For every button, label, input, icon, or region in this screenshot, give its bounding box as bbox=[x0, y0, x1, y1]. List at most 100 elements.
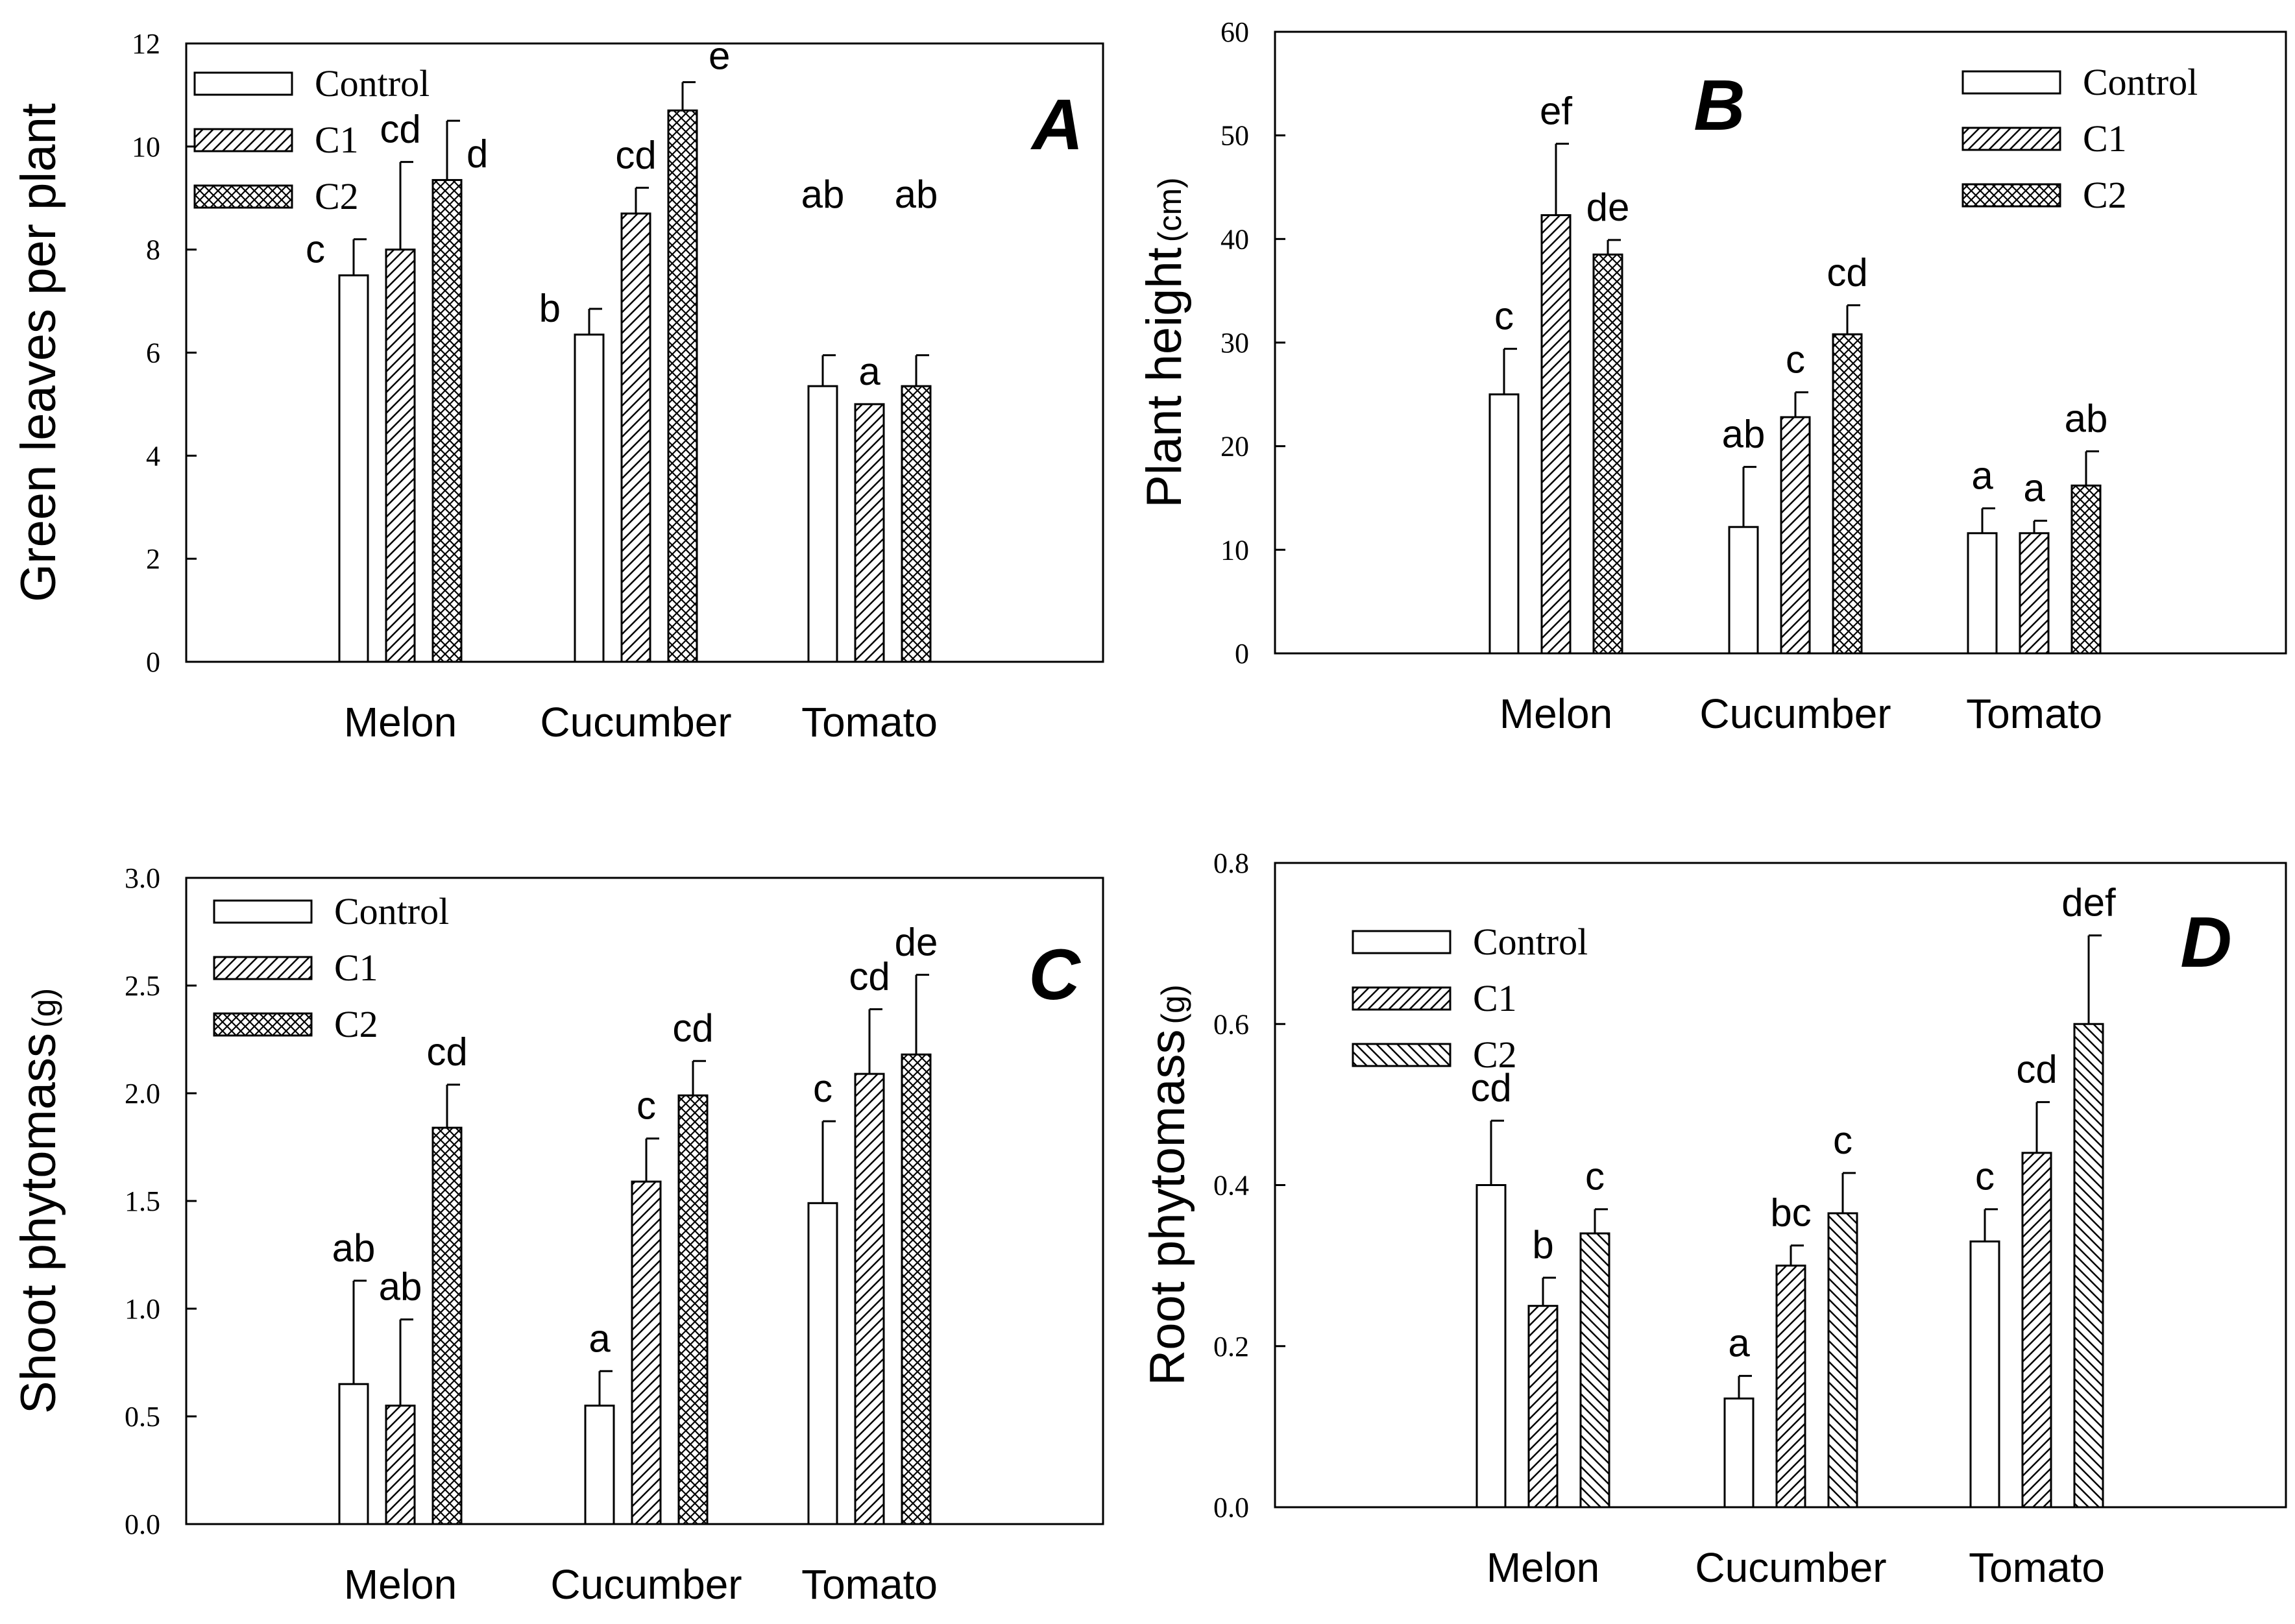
y-tick-label: 1.0 bbox=[125, 1293, 160, 1325]
bar-c1-cucumber bbox=[1775, 1265, 1806, 1509]
x-category-label: Cucumber bbox=[1699, 690, 1891, 737]
y-tick-label: 40 bbox=[1220, 223, 1249, 255]
y-tick-label: 10 bbox=[1220, 534, 1249, 566]
significance-label: a bbox=[589, 1316, 611, 1360]
panel-a-chart: 0 2 4 6 8 10 12 Green leaves per plant Melon c cd d… bbox=[11, 28, 1104, 745]
y-tick-label: 30 bbox=[1220, 327, 1249, 359]
bar-control-tomato bbox=[1969, 1240, 2000, 1509]
legend-swatch-c1 bbox=[1352, 986, 1451, 1011]
significance-label: bc bbox=[1770, 1191, 1811, 1235]
x-category-label: Tomato bbox=[801, 699, 938, 745]
legend-label: Control bbox=[2083, 61, 2198, 103]
legend-label: C1 bbox=[334, 947, 378, 989]
legend-swatch-control bbox=[1352, 930, 1451, 954]
legend-swatch-control bbox=[213, 899, 313, 924]
significance-label: cd bbox=[672, 1006, 713, 1050]
bar-c2-tomato bbox=[2073, 1023, 2104, 1509]
y-tick-label: 20 bbox=[1220, 431, 1249, 463]
y-axis-unit: (cm) bbox=[1152, 177, 1188, 242]
legend-label: C1 bbox=[315, 119, 359, 161]
y-tick-label: 60 bbox=[1220, 16, 1249, 48]
significance-label: cd bbox=[380, 108, 420, 151]
significance-label: a bbox=[858, 350, 880, 393]
bar-control-cucumber bbox=[1728, 526, 1759, 655]
bar-control-melon bbox=[338, 1383, 369, 1525]
legend-label: Control bbox=[334, 890, 449, 932]
x-category-label: Melon bbox=[1487, 1544, 1599, 1591]
legend-label: C2 bbox=[1473, 1034, 1517, 1076]
x-category-label: Tomato bbox=[801, 1561, 938, 1608]
y-tick-label: 10 bbox=[132, 131, 160, 163]
bar-control-cucumber bbox=[574, 333, 605, 663]
legend-swatch-c2 bbox=[193, 184, 293, 209]
significance-label: cd bbox=[1470, 1066, 1511, 1109]
panel-d-chart: 0.0 0.2 0.4 0.6 0.8 Root phytomass (g) Melon cd b… bbox=[1140, 847, 2287, 1591]
y-tick-label: 0.0 bbox=[1213, 1492, 1249, 1523]
y-axis-label-text: Green leaves per plant bbox=[11, 103, 66, 602]
y-axis-label: Plant height (cm) bbox=[1137, 177, 1192, 507]
significance-label: d bbox=[467, 132, 488, 175]
significance-label: de bbox=[895, 920, 938, 963]
x-category-label: Cucumber bbox=[540, 699, 731, 745]
y-axis-unit: (g) bbox=[26, 988, 62, 1028]
bar-c2-tomato bbox=[901, 385, 932, 663]
y-tick-label: 4 bbox=[146, 440, 160, 472]
x-category-label: Tomato bbox=[1969, 1544, 2105, 1591]
x-category-label: Cucumber bbox=[1695, 1544, 1886, 1591]
significance-label: c bbox=[1833, 1119, 1852, 1162]
significance-label: a bbox=[1971, 454, 1993, 497]
y-axis-label-text: Plant height bbox=[1137, 247, 1192, 507]
legend-swatch-control bbox=[1961, 70, 2061, 95]
significance-label: cd bbox=[615, 133, 656, 176]
panel-letter: D bbox=[2180, 903, 2231, 982]
significance-label: cd bbox=[1827, 251, 1867, 295]
y-tick-label: 50 bbox=[1220, 120, 1249, 152]
x-category-label: Melon bbox=[344, 1561, 457, 1608]
significance-label: c bbox=[813, 1067, 832, 1110]
panel-letter: B bbox=[1694, 66, 1745, 145]
bar-c1-cucumber bbox=[620, 212, 651, 663]
bar-c1-tomato bbox=[2021, 1152, 2052, 1509]
legend-label: Control bbox=[1473, 921, 1588, 963]
y-tick-label: 3.0 bbox=[125, 862, 160, 894]
bar-c2-cucumber bbox=[1827, 1212, 1858, 1509]
y-tick-label: 0.2 bbox=[1213, 1331, 1249, 1363]
bar-c2-cucumber bbox=[1832, 333, 1863, 655]
x-category-label: Tomato bbox=[1966, 690, 2102, 737]
legend-swatch-control bbox=[193, 71, 293, 96]
bar-c2-melon bbox=[1592, 253, 1623, 655]
legend-label: C2 bbox=[2083, 174, 2127, 216]
bar-c1-tomato bbox=[854, 403, 885, 663]
y-tick-label: 2.5 bbox=[125, 970, 160, 1002]
panel-letter: A bbox=[1030, 85, 1083, 165]
significance-label: de bbox=[1586, 186, 1630, 229]
bar-c1-melon bbox=[385, 248, 416, 663]
y-axis-label-text: Root phytomass bbox=[1140, 1029, 1195, 1385]
y-tick-label: 2.0 bbox=[125, 1078, 160, 1109]
legend-swatch-c1 bbox=[1961, 127, 2061, 151]
bar-c1-cucumber bbox=[631, 1180, 662, 1525]
y-tick-label: 12 bbox=[132, 28, 160, 60]
legend-swatch-c2 bbox=[1352, 1043, 1451, 1067]
panel-c-chart: 0.0 0.5 1.0 1.5 2.0 2.5 3.0 Shoot phytomass (g) M… bbox=[11, 862, 1104, 1608]
legend-swatch-c1 bbox=[193, 128, 293, 152]
bar-control-cucumber bbox=[584, 1404, 615, 1525]
bar-c2-tomato bbox=[2070, 484, 2102, 655]
y-axis-label-text: Shoot phytomass bbox=[11, 1033, 66, 1414]
bar-control-tomato bbox=[1967, 532, 1998, 655]
bar-c1-melon bbox=[385, 1404, 416, 1525]
significance-label: cd bbox=[426, 1030, 467, 1074]
legend-label: C2 bbox=[315, 175, 359, 217]
significance-label: ef bbox=[1540, 89, 1572, 132]
significance-label: c bbox=[1975, 1155, 1995, 1198]
y-axis-label: Shoot phytomass (g) bbox=[11, 988, 66, 1414]
bar-control-melon bbox=[1488, 393, 1520, 655]
significance-label: ab bbox=[801, 173, 845, 216]
y-tick-label: 0 bbox=[146, 646, 160, 678]
y-axis-label: Root phytomass (g) bbox=[1140, 984, 1195, 1385]
y-axis-label: Green leaves per plant bbox=[11, 103, 66, 602]
significance-label: c bbox=[306, 227, 325, 271]
significance-label: ab bbox=[895, 173, 938, 216]
bar-control-tomato bbox=[807, 385, 838, 663]
significance-label: a bbox=[1728, 1322, 1750, 1365]
